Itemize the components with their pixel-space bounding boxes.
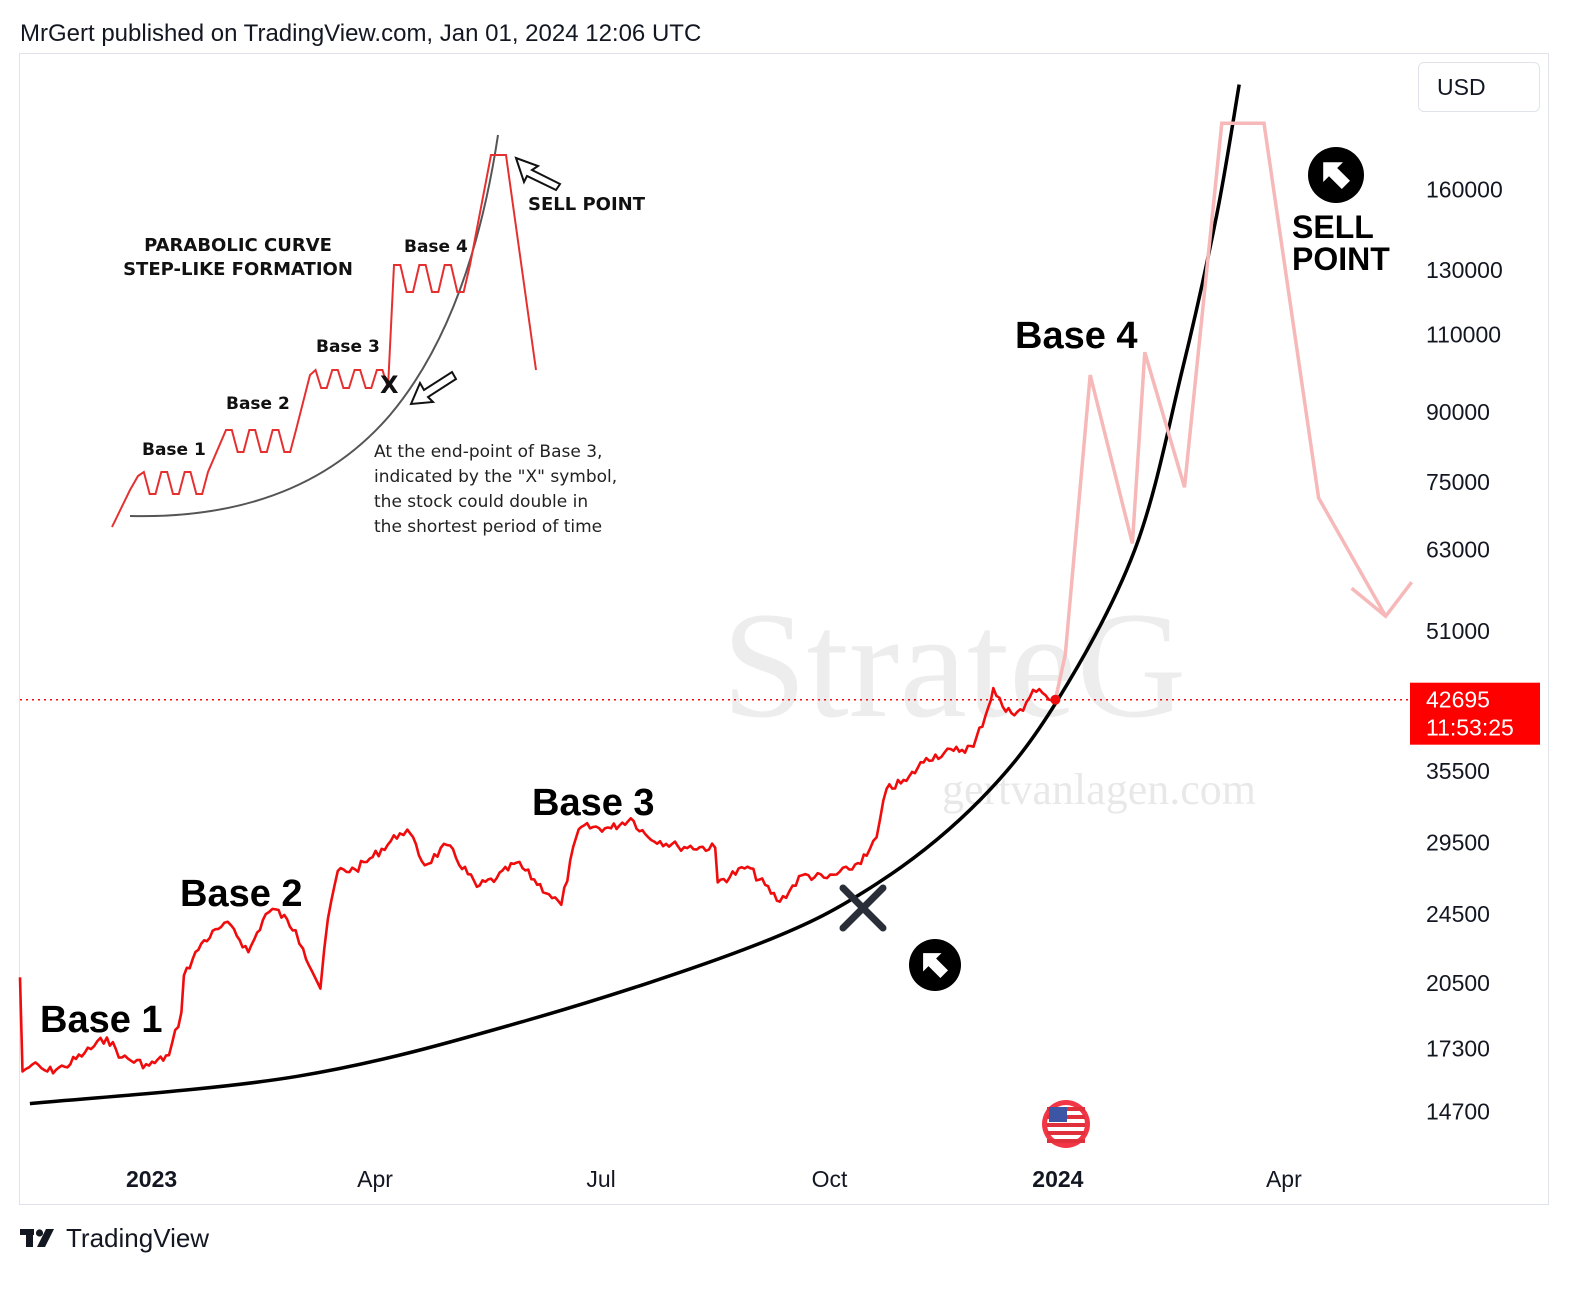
- projection-arrowhead: [1350, 581, 1414, 619]
- annotation-base-1: Base 1: [40, 999, 163, 1041]
- annotation-base-2: Base 2: [180, 873, 303, 915]
- inset-base-4: Base 4: [404, 237, 468, 257]
- annotation-base-3: Base 3: [532, 782, 655, 824]
- projection-line: [1053, 121, 1388, 701]
- inset-base-3: Base 3: [316, 337, 380, 357]
- parabolic-curve-line: [29, 84, 1241, 1106]
- annotation-sell-point-line1: SELL: [1292, 209, 1374, 245]
- y-tick-label: 110000: [1426, 321, 1501, 347]
- us-flag-icon[interactable]: [1042, 1100, 1090, 1148]
- y-tick-label: 130000: [1426, 257, 1503, 283]
- inset-note-line: the shortest period of time: [374, 517, 602, 537]
- y-tick-label: 90000: [1426, 399, 1490, 425]
- last-price-value: 42695: [1426, 687, 1490, 713]
- flag-stripe: [1047, 1123, 1085, 1127]
- y-tick-label: 160000: [1426, 177, 1503, 203]
- bar-countdown: 11:53:25: [1426, 715, 1514, 741]
- x-axis: 2023 Apr Jul Oct 2024 Apr: [126, 1166, 1302, 1192]
- y-tick-label: 29500: [1426, 829, 1490, 855]
- entry-arrow-icon: [909, 939, 961, 991]
- inset-base-1: Base 1: [142, 440, 206, 460]
- y-tick-label: 35500: [1426, 758, 1490, 784]
- watermark-url-text: gertvanlagen.com: [942, 765, 1256, 814]
- flag-canton: [1049, 1107, 1067, 1122]
- chart-frame: [19, 53, 1549, 1205]
- inset-step-line: [111, 154, 537, 528]
- last-price-label-bg: [1410, 682, 1540, 745]
- tradingview-brand-text: TradingView: [66, 1222, 210, 1253]
- publish-header: MrGert published on TradingView.com, Jan…: [20, 20, 702, 47]
- inset-title-line2: STEP-LIKE FORMATION: [123, 259, 353, 280]
- last-price-dot: [1050, 694, 1061, 705]
- y-tick-label: 51000: [1426, 618, 1490, 644]
- y-tick-label: 20500: [1426, 970, 1490, 996]
- sell-point-arrow-icon: [1308, 147, 1364, 203]
- x-tick-label: Apr: [357, 1166, 393, 1192]
- x-tick-label: Oct: [812, 1166, 848, 1192]
- watermark-logo-text: StrateG: [722, 581, 1186, 749]
- y-tick-label: 24500: [1426, 901, 1490, 927]
- inset-note-line: the stock could double in: [374, 492, 588, 512]
- inset-sell-arrow-icon: [514, 156, 562, 192]
- y-tick-label: 75000: [1426, 469, 1490, 495]
- annotation-sell-point-line2: POINT: [1292, 241, 1390, 277]
- tradingview-footer[interactable]: TradingView: [20, 1220, 209, 1256]
- inset-diagram: PARABOLIC CURVE STEP-LIKE FORMATION SELL P…: [111, 134, 646, 537]
- x-tick-label: 2023: [126, 1166, 177, 1192]
- tradingview-logo-icon: [20, 1227, 58, 1249]
- inset-title-line1: PARABOLIC CURVE: [144, 235, 332, 256]
- price-line: [18, 686, 1056, 1075]
- inset-x-arrow-icon: [409, 370, 458, 406]
- x-tick-label: Jul: [586, 1166, 615, 1192]
- inset-note-line: At the end-point of Base 3,: [374, 442, 602, 462]
- flag-stripe: [1047, 1131, 1085, 1135]
- inset-sell-point-label: SELL POINT: [528, 194, 646, 215]
- inset-x-marker: X: [380, 371, 399, 399]
- y-axis: 2000001600001300001100009000075000630005…: [1426, 90, 1503, 1124]
- arrow-up-left-icon: [1323, 162, 1350, 189]
- flag-stripe: [1047, 1139, 1085, 1143]
- x-tick-label: 2024: [1032, 1166, 1083, 1192]
- y-tick-label: 63000: [1426, 536, 1490, 562]
- x-tick-label: Apr: [1266, 1166, 1302, 1192]
- x-marker-icon: [839, 884, 887, 932]
- inset-note-line: indicated by the "X" symbol,: [374, 467, 617, 487]
- y-tick-label: 17300: [1426, 1035, 1490, 1061]
- currency-selector-button[interactable]: USD: [1418, 62, 1540, 112]
- annotation-base-4: Base 4: [1015, 315, 1138, 357]
- inset-base-2: Base 2: [226, 394, 290, 414]
- arrow-up-left-icon: [923, 953, 948, 978]
- y-tick-label: 14700: [1426, 1098, 1490, 1124]
